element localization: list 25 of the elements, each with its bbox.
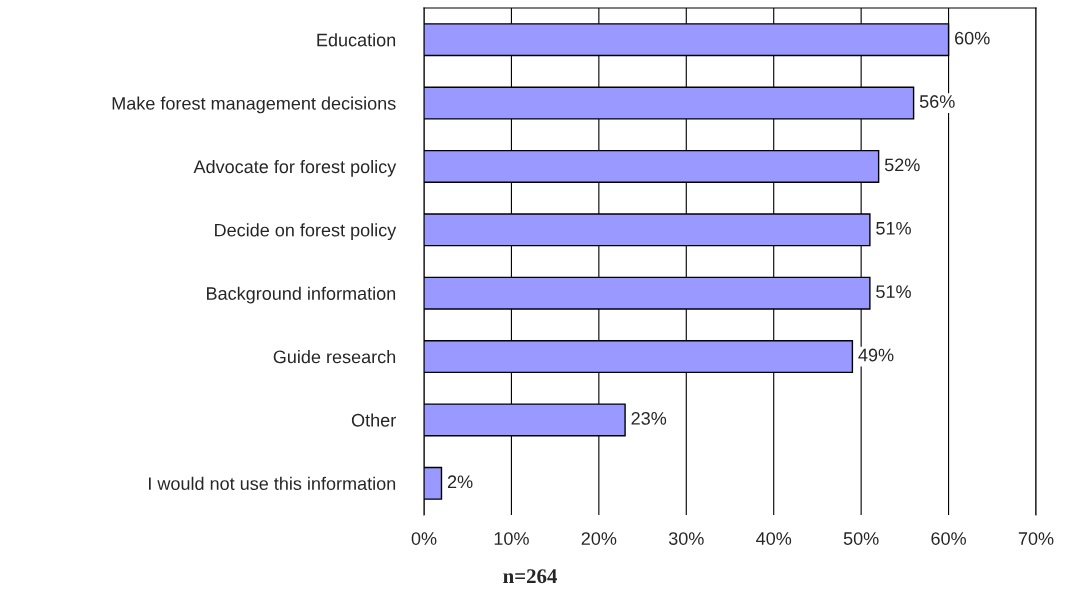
y-tick-label: Guide research [273,350,396,364]
y-tick-label: Decide on forest policy [215,223,397,241]
data-label: 52% [884,158,920,172]
data-label: 56% [919,95,955,108]
text: n=264 [503,569,557,584]
y-tick-label: Advocate for forest policy [193,159,397,177]
x-tick-label: 50% [843,532,879,545]
y-tick-label: Make forest management decisions [112,96,396,114]
data-label: 51% [876,285,911,299]
data-label: 2% [447,475,473,489]
y-tick-label: Education [317,33,396,47]
x-tick-label: 70% [1018,532,1054,545]
data-label: 23% [631,412,667,425]
data-label: 49% [858,348,894,362]
data-label: 60% [955,31,990,45]
x-tick-label: 40% [756,532,792,545]
x-tick-label: 20% [581,532,617,545]
y-tick-label: Other [351,413,396,427]
x-tick-label: 10% [494,532,529,545]
x-tick-label: 0% [411,532,437,545]
y-tick-label: Background information [207,286,396,304]
y-tick-label: I would not use this information [149,476,396,491]
x-tick-label: 30% [668,532,704,545]
x-tick-label: 60% [931,532,966,545]
data-label: 51% [876,221,911,235]
